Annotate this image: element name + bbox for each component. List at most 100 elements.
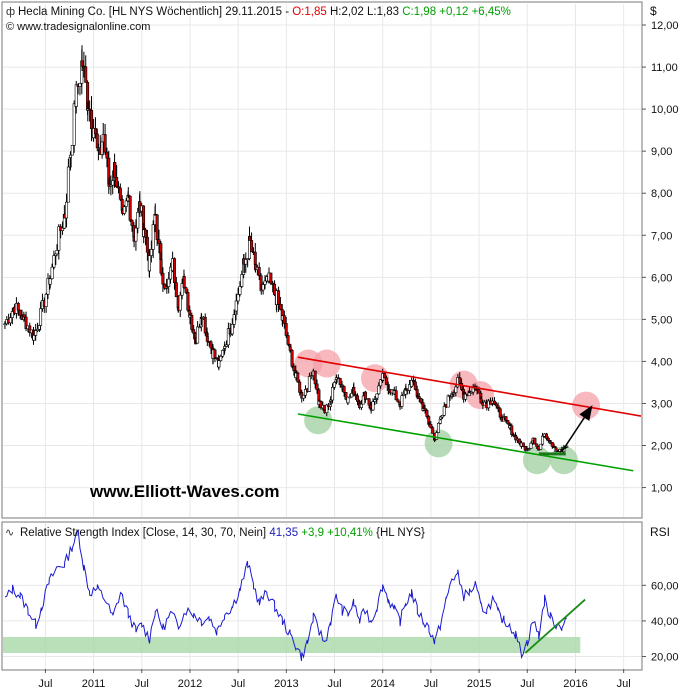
candle-body [506, 420, 510, 425]
x-tick-label: Jul [424, 678, 438, 690]
candle-body [527, 448, 531, 450]
candle-body [228, 333, 232, 336]
candle-body [180, 283, 184, 296]
candle-body [273, 283, 277, 295]
candle-body [72, 103, 76, 146]
candle-body [440, 414, 444, 418]
candle-body [348, 396, 352, 399]
currency-label: $ [650, 4, 657, 18]
candle-body [331, 387, 335, 401]
candle-body [225, 344, 229, 347]
candle-body [375, 393, 379, 399]
rsi-change: +3,9 +10,41% [298, 527, 373, 539]
rsi-y-axis: 20,00 40,00 60,00 [642, 580, 679, 664]
candle-body [286, 335, 290, 345]
candle-body [28, 325, 32, 334]
candle-body [111, 180, 115, 186]
candle-body [452, 392, 456, 394]
candle-body [477, 389, 481, 394]
candle-body [221, 350, 225, 357]
candle-body [234, 300, 238, 312]
candle-body [203, 316, 207, 334]
candle-body [352, 386, 356, 395]
candle-body [151, 224, 155, 250]
candle-body [197, 326, 201, 329]
candle-body [209, 341, 213, 349]
candle-body [167, 278, 171, 287]
candle-body [302, 394, 306, 399]
candle-body [354, 394, 358, 397]
candle-body [186, 292, 190, 311]
rsi-oversold-band [3, 636, 581, 653]
price-y-tick-label: 5,00 [651, 314, 672, 326]
rsi-band-layer [3, 636, 581, 653]
candle-body [535, 443, 539, 447]
close-value: C:1,98 +0,12 +6,45% [402, 6, 511, 18]
rsi-icon: ∿ [5, 527, 14, 539]
candle-body [278, 303, 282, 310]
candle-body [419, 398, 423, 403]
price-grid [3, 4, 641, 669]
candle-body [68, 154, 72, 158]
candle-body [411, 379, 415, 383]
candle-body [552, 446, 556, 448]
candle-body [130, 219, 134, 226]
candle-body [105, 151, 109, 159]
candle-body [46, 277, 50, 295]
candle-body [3, 323, 7, 326]
x-tick-label: 2016 [563, 678, 587, 690]
price-y-tick-label: 1,00 [651, 483, 672, 495]
candle-body [213, 349, 217, 358]
x-tick-label: 2011 [82, 678, 106, 690]
candle-body [413, 381, 417, 390]
x-tick-label: Jul [135, 678, 149, 690]
rsi-y-tick-label: 20,00 [651, 652, 679, 664]
candle-body [504, 416, 508, 421]
price-header: ф Hecla Mining Co. [HL NYS Wöchentlich] … [6, 4, 657, 33]
candle-body [298, 381, 302, 393]
candle-body [74, 84, 78, 107]
candle-body [367, 398, 371, 406]
chart-type-icon: ф [6, 6, 15, 18]
candle-body [410, 379, 414, 387]
candle-body [70, 145, 74, 156]
candle-body [544, 433, 548, 439]
svg-text:Hecla Mining Co. [HL NYS Wöch: Hecla Mining Co. [HL NYS Wöchentlich] 29… [18, 6, 511, 18]
candle-body [155, 214, 159, 240]
candle-body [248, 236, 252, 241]
candle-body [182, 276, 186, 288]
candle-body [261, 284, 265, 291]
candle-body [57, 226, 61, 251]
candle-body [161, 272, 165, 285]
candle-body [290, 349, 294, 367]
price-y-tick-label: 4,00 [651, 356, 672, 368]
candle-body [128, 195, 132, 221]
x-tick-label: Jul [327, 678, 341, 690]
candle-body [303, 389, 307, 396]
price-y-tick-label: 6,00 [651, 272, 672, 284]
price-y-tick-label: 7,00 [651, 230, 672, 242]
candle-body [379, 379, 383, 387]
candle-body [510, 425, 514, 435]
candle-body [184, 287, 188, 293]
candle-body [431, 427, 435, 434]
watermark: www.Elliott-Waves.com [89, 482, 280, 501]
candle-body [10, 311, 14, 319]
candle-body [126, 194, 130, 197]
candle-body [93, 128, 97, 135]
rsi-suffix: {HL NYS} [373, 527, 425, 539]
candle-body [325, 404, 329, 414]
candle-body [196, 326, 200, 344]
candle-body [115, 177, 119, 188]
candle-body [288, 346, 292, 351]
rsi-y-tick-label: 40,00 [651, 616, 679, 628]
candle-body [149, 249, 153, 256]
candle-body [346, 396, 350, 404]
trendlines [297, 356, 642, 472]
candle-body [238, 286, 242, 295]
candle-body [18, 309, 22, 316]
candle-body [80, 60, 84, 67]
price-y-tick-label: 12,00 [651, 20, 679, 32]
candle-body [36, 328, 40, 331]
candle-body [55, 249, 59, 255]
